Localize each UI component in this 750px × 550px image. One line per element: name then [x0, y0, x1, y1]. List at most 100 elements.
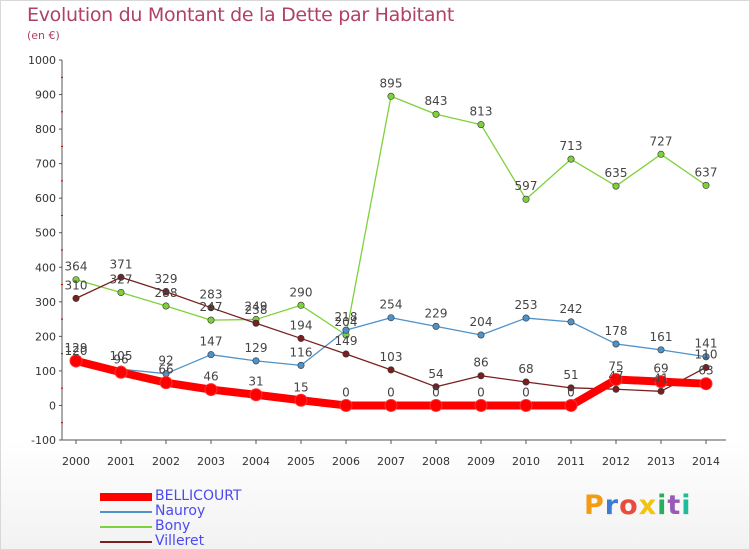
data-label: 727: [650, 134, 673, 148]
proxiti-logo: Proxiti: [584, 490, 692, 521]
data-point: [564, 398, 578, 412]
y-tick-label: 700: [35, 158, 56, 171]
data-label: 69: [653, 362, 668, 376]
data-label: 92: [158, 354, 173, 368]
data-point: [384, 398, 398, 412]
y-tick-label: 200: [35, 330, 56, 343]
data-label: 110: [695, 347, 718, 361]
data-point: [69, 354, 83, 368]
data-label: 46: [203, 370, 218, 384]
data-label: 0: [522, 385, 530, 399]
data-label: 178: [605, 324, 628, 338]
data-label: 147: [200, 335, 223, 349]
data-label: 249: [245, 299, 268, 313]
data-label: 310: [65, 278, 88, 292]
data-label: 843: [425, 94, 448, 108]
legend-swatch: [100, 541, 152, 543]
data-label: 105: [110, 349, 133, 363]
x-tick-label: 2010: [512, 455, 540, 468]
data-point: [117, 273, 125, 281]
data-label: 120: [65, 344, 88, 358]
data-label: 597: [515, 179, 538, 193]
data-label: 51: [563, 368, 578, 382]
data-point: [432, 110, 440, 118]
data-label: 96: [113, 352, 128, 366]
data-label: 68: [518, 362, 533, 376]
legend-label: BELLICOURT: [155, 488, 242, 504]
y-tick-label: 800: [35, 123, 56, 136]
data-label: 75: [608, 360, 623, 374]
data-point: [249, 388, 263, 402]
data-label: 63: [698, 364, 713, 378]
data-point: [294, 393, 308, 407]
data-point: [297, 301, 305, 309]
data-point: [609, 373, 623, 387]
data-point: [699, 377, 713, 391]
data-label: 895: [380, 76, 403, 90]
data-label: 129: [245, 341, 268, 355]
y-tick-label: 600: [35, 192, 56, 205]
data-point: [117, 288, 125, 296]
x-tick-label: 2001: [107, 455, 135, 468]
data-point: [654, 375, 668, 389]
data-label: 290: [290, 285, 313, 299]
y-tick-label: -100: [31, 434, 56, 447]
data-label: 103: [380, 350, 403, 364]
data-label: 86: [473, 356, 488, 370]
logo-letter: i: [681, 490, 692, 521]
data-label: 15: [293, 380, 308, 394]
y-tick-label: 500: [35, 227, 56, 240]
data-label: 204: [335, 315, 358, 329]
data-label: 54: [428, 367, 443, 381]
y-tick-label: 0: [49, 399, 56, 412]
y-tick-label: 1000: [28, 54, 56, 67]
data-label: 218: [335, 310, 358, 324]
data-label: 41: [653, 371, 668, 385]
series-bony: [72, 92, 710, 339]
x-tick-label: 2004: [242, 455, 270, 468]
data-point: [519, 398, 533, 412]
chart-unit-label: (en €): [27, 29, 60, 42]
data-point: [159, 376, 173, 390]
x-tick-label: 2007: [377, 455, 405, 468]
data-label: 0: [567, 385, 575, 399]
data-label: 371: [110, 257, 133, 271]
data-point: [702, 363, 710, 371]
x-tick-label: 2011: [557, 455, 585, 468]
logo-letter: o: [619, 490, 639, 521]
data-point: [477, 121, 485, 129]
data-point: [204, 383, 218, 397]
chart-title: Evolution du Montant de la Dette par Hab…: [27, 4, 455, 26]
data-point: [657, 387, 665, 395]
x-tick-label: 2005: [287, 455, 315, 468]
data-label: 0: [387, 385, 395, 399]
data-label: 254: [380, 298, 403, 312]
x-tick-label: 2014: [692, 455, 720, 468]
data-point: [339, 398, 353, 412]
legend-swatch: [100, 511, 152, 513]
data-label: 0: [477, 385, 485, 399]
x-tick-label: 2013: [647, 455, 675, 468]
data-label: 31: [248, 375, 263, 389]
data-point: [477, 331, 485, 339]
data-point: [567, 384, 575, 392]
data-point: [387, 314, 395, 322]
data-point: [162, 288, 170, 296]
data-point: [702, 181, 710, 189]
legend-swatch: [100, 526, 152, 528]
data-point: [702, 353, 710, 361]
x-tick-label: 2002: [152, 455, 180, 468]
data-label: 329: [155, 272, 178, 286]
x-tick-label: 2008: [422, 455, 450, 468]
legend-label: Villeret: [155, 533, 205, 549]
data-point: [477, 372, 485, 380]
data-point: [429, 398, 443, 412]
data-point: [72, 276, 80, 284]
data-point: [72, 294, 80, 302]
data-point: [657, 346, 665, 354]
x-tick-label: 2000: [62, 455, 90, 468]
data-label: 0: [432, 385, 440, 399]
data-point: [297, 334, 305, 342]
